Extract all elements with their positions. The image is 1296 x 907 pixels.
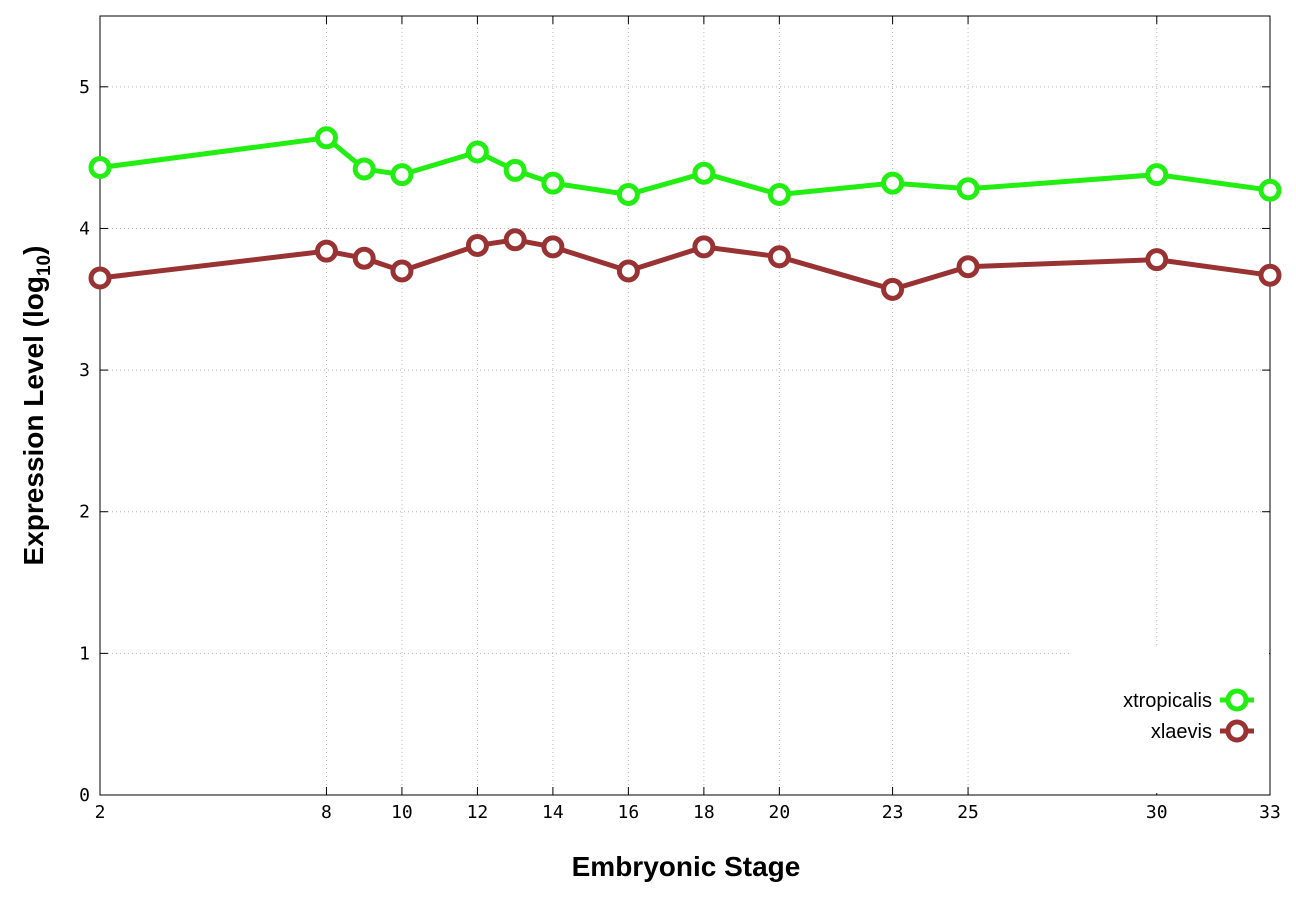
y-tick-label: 0	[79, 785, 90, 806]
x-tick-label: 12	[467, 802, 489, 823]
data-point-xlaevis	[503, 228, 527, 252]
data-point-xtropicalis	[616, 182, 640, 206]
plot-frame	[99, 15, 1271, 796]
legend: xtropicalis xlaevis	[1072, 645, 1269, 793]
y-tick-label: 2	[79, 502, 90, 523]
data-point-xtropicalis	[541, 171, 565, 195]
data-point-xlaevis	[956, 255, 980, 279]
x-tick-label: 18	[693, 802, 715, 823]
data-point-xlaevis	[541, 235, 565, 259]
x-tick-label: 25	[957, 802, 979, 823]
y-axis-title-close: )	[18, 246, 49, 255]
data-point-xlaevis	[1145, 248, 1169, 272]
data-point-xtropicalis	[390, 163, 414, 187]
legend-marker-xlaevis	[1225, 719, 1249, 743]
data-point-xlaevis	[314, 239, 338, 263]
x-axis-title: Embryonic Stage	[572, 851, 801, 882]
data-point-xtropicalis	[465, 140, 489, 164]
data-point-xtropicalis	[503, 158, 527, 182]
legend-label-xtropicalis: xtropicalis	[1123, 690, 1212, 712]
data-point-xtropicalis	[692, 161, 716, 185]
data-point-xlaevis	[881, 277, 905, 301]
data-point-xtropicalis	[88, 156, 112, 180]
x-tick-label: 14	[542, 802, 564, 823]
data-point-xlaevis	[692, 235, 716, 259]
data-point-xlaevis	[352, 246, 376, 270]
series-xtropicalis	[88, 126, 1282, 206]
x-tick-label: 20	[769, 802, 791, 823]
x-tick-label: 10	[391, 802, 413, 823]
y-axis-title-main: Expression Level (log	[18, 276, 49, 565]
x-tick-label: 33	[1259, 802, 1281, 823]
legend-marker-xtropicalis	[1225, 688, 1249, 712]
data-point-xtropicalis	[1258, 178, 1282, 202]
x-tick-label: 2	[95, 802, 106, 823]
y-tick-label: 5	[79, 77, 90, 98]
y-tick-label: 1	[79, 643, 90, 664]
data-point-xtropicalis	[767, 182, 791, 206]
data-point-xtropicalis	[956, 177, 980, 201]
data-point-xtropicalis	[352, 157, 376, 181]
legend-label-xlaevis: xlaevis	[1151, 721, 1212, 743]
y-axis-title: Expression Level (log10)	[18, 246, 55, 566]
series-line-xtropicalis	[99, 135, 1271, 197]
series-line-xlaevis	[99, 237, 1271, 292]
x-tick-label: 16	[618, 802, 640, 823]
data-point-xlaevis	[390, 259, 414, 283]
y-tick-label: 4	[79, 218, 90, 239]
grid	[100, 16, 1270, 795]
data-point-xlaevis	[465, 233, 489, 257]
data-point-xlaevis	[616, 259, 640, 283]
data-point-xlaevis	[88, 266, 112, 290]
legend-background	[1072, 645, 1269, 793]
y-tick-label: 3	[79, 360, 90, 381]
x-tick-label: 30	[1146, 802, 1168, 823]
data-point-xlaevis	[1258, 263, 1282, 287]
series-layer	[88, 126, 1282, 301]
data-point-xlaevis	[767, 245, 791, 269]
data-point-xtropicalis	[314, 126, 338, 150]
y-axis-title-subscript: 10	[34, 255, 55, 276]
x-tick-label: 23	[882, 802, 904, 823]
x-tick-label: 8	[321, 802, 332, 823]
data-point-xtropicalis	[1145, 163, 1169, 187]
data-point-xtropicalis	[881, 171, 905, 195]
series-xlaevis	[88, 228, 1282, 301]
